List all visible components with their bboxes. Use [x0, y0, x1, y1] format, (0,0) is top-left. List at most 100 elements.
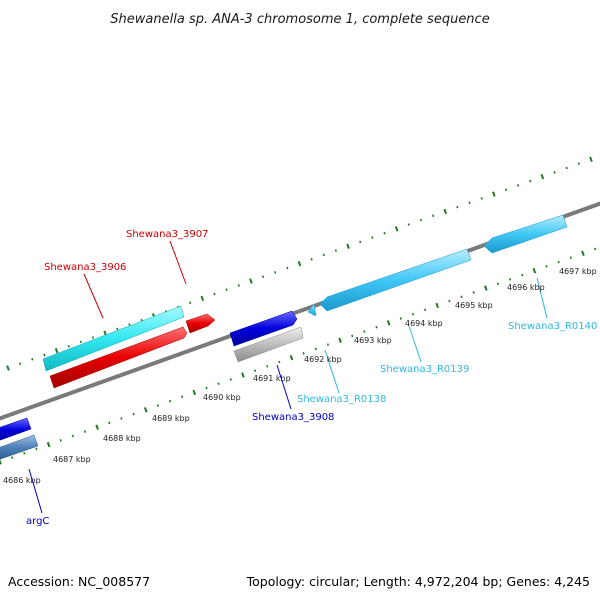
tick-mark — [261, 275, 265, 278]
kbp-label: 4692 kbp — [304, 355, 342, 364]
kbp-scale-labels: 4686 kbp 4687 kbp 4688 kbp 4689 kbp 4690… — [3, 267, 597, 485]
tick-mark — [43, 353, 46, 357]
tick-mark — [35, 447, 38, 451]
tick-mark — [553, 171, 556, 174]
tick-mark — [565, 166, 568, 170]
tick-mark — [375, 325, 378, 329]
gene-argc[interactable] — [0, 434, 39, 461]
tick-mark — [156, 404, 160, 407]
leader-3906 — [83, 273, 104, 319]
tick-mark — [480, 197, 483, 200]
gene-shewana3-3907[interactable] — [49, 326, 188, 389]
tick-mark — [225, 288, 228, 292]
tick-mark — [67, 344, 70, 348]
tick-mark — [286, 266, 289, 270]
gene-shewana3-r0139[interactable] — [319, 248, 472, 312]
tick-mark — [492, 191, 496, 197]
kbp-label: 4697 kbp — [559, 267, 597, 276]
tick-mark — [205, 386, 208, 390]
leader-r0140 — [536, 277, 548, 319]
accession-text: Accession: NC_008577 — [8, 574, 150, 589]
tick-mark — [6, 365, 10, 371]
gene-shewana3-r0140[interactable] — [483, 214, 568, 254]
tick-mark — [516, 184, 520, 187]
tick-tracks — [0, 156, 597, 465]
tick-mark — [143, 407, 148, 413]
tick-mark — [346, 243, 350, 249]
label-shewana3-r0140: Shewana3_R0140 — [508, 321, 597, 332]
tick-mark — [241, 372, 245, 378]
tick-mark — [411, 312, 415, 316]
tick-mark — [132, 412, 135, 416]
tick-mark — [468, 201, 471, 205]
tick-mark — [577, 162, 580, 165]
leader-r0138 — [324, 349, 340, 394]
tick-mark — [181, 395, 184, 399]
tick-mark — [435, 302, 440, 309]
tick-mark — [371, 236, 374, 239]
gene-blue-left[interactable] — [0, 417, 32, 442]
tick-mark — [217, 382, 220, 386]
tick-mark — [31, 357, 34, 361]
tick-mark — [529, 179, 532, 183]
tick-mark — [484, 285, 488, 291]
topology-text: Topology: circular; Length: 4,972,204 bp… — [246, 574, 590, 589]
tick-mark — [322, 253, 325, 257]
tick-mark — [569, 256, 572, 259]
kbp-label: 4691 kbp — [253, 374, 291, 383]
tick-mark — [326, 343, 330, 346]
tick-mark — [189, 301, 192, 305]
label-shewana3-3907: Shewana3_3907 — [126, 229, 208, 240]
tick-mark — [338, 337, 342, 343]
tick-mark — [419, 218, 423, 222]
tick-mark — [351, 334, 354, 338]
tick-mark — [116, 327, 119, 331]
tick-mark — [200, 295, 205, 302]
tick-mark — [213, 292, 216, 296]
tick-mark — [334, 249, 338, 252]
tick-mark — [521, 273, 524, 277]
tick-mark — [460, 295, 463, 299]
tick-mark — [46, 441, 51, 448]
tick-mark — [448, 299, 451, 303]
kbp-label: 4696 kbp — [507, 283, 545, 292]
label-shewana3-r0139: Shewana3_R0139 — [380, 364, 469, 375]
tick-mark — [266, 365, 269, 368]
tick-mark — [359, 240, 362, 244]
gene-shewana3-3906[interactable] — [42, 305, 185, 372]
tick-mark — [314, 347, 317, 351]
gene-red-small[interactable] — [185, 313, 216, 334]
label-shewana3-3906: Shewana3_3906 — [44, 262, 126, 273]
tick-mark — [83, 430, 87, 433]
tick-mark — [23, 451, 26, 455]
gene-shewana3-3908[interactable] — [229, 310, 298, 347]
tick-mark — [297, 260, 302, 267]
tick-mark — [557, 260, 560, 264]
kbp-label: 4693 kbp — [354, 336, 392, 345]
kbp-label: 4689 kbp — [152, 414, 190, 423]
gene-gray[interactable] — [233, 326, 304, 363]
tick-mark — [456, 205, 459, 209]
leader-3908 — [276, 364, 292, 410]
tick-mark — [443, 208, 448, 215]
tick-mark — [278, 360, 281, 364]
tick-mark — [545, 265, 548, 268]
tick-mark — [407, 223, 410, 226]
tick-mark — [168, 399, 172, 403]
tick-mark — [192, 389, 197, 396]
tick-mark — [71, 434, 74, 438]
label-argc: argC — [26, 516, 49, 527]
label-shewana3-r0138: Shewana3_R0138 — [297, 394, 386, 405]
tick-mark — [399, 317, 402, 320]
tick-mark — [472, 291, 475, 294]
tick-mark — [54, 347, 59, 354]
tick-mark — [431, 214, 435, 218]
tick-mark — [249, 278, 253, 284]
tick-mark — [11, 456, 14, 459]
tick-mark — [91, 336, 95, 339]
tick-mark — [540, 173, 545, 180]
tick-mark — [508, 278, 512, 281]
leader-r0139 — [408, 325, 422, 363]
tick-mark — [108, 421, 111, 425]
gene-shewana3-r0138[interactable] — [307, 303, 317, 317]
